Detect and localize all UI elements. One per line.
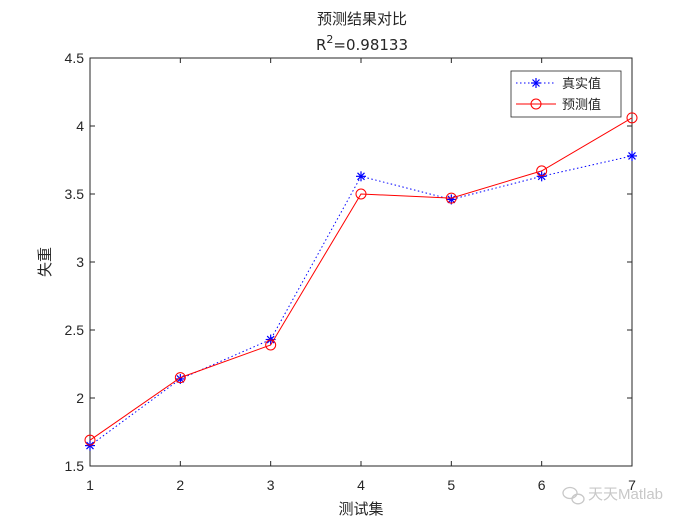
y-tick-label: 3.5 bbox=[65, 186, 85, 202]
x-tick-label: 5 bbox=[447, 477, 455, 493]
data-point bbox=[174, 372, 186, 384]
watermark: 天天Matlab bbox=[562, 486, 663, 505]
watermark-text: 天天Matlab bbox=[588, 486, 663, 503]
x-axis-label: 测试集 bbox=[338, 500, 383, 518]
chart-subtitle: R2=0.98133 bbox=[316, 33, 408, 54]
y-tick-label: 2 bbox=[76, 390, 84, 406]
series-line-2 bbox=[89, 117, 633, 441]
data-point bbox=[355, 188, 367, 200]
y-tick-label: 3 bbox=[76, 254, 84, 270]
y-axis: 1.5 2 2.5 3 3.5 4 4.5 bbox=[65, 50, 632, 474]
legend-label: 真实值 bbox=[562, 76, 601, 92]
x-tick-label: 3 bbox=[267, 477, 275, 493]
legend-marker bbox=[531, 78, 541, 88]
data-point bbox=[627, 150, 637, 161]
x-tick-label: 6 bbox=[538, 477, 546, 493]
x-tick-label: 4 bbox=[357, 477, 365, 493]
legend-marker bbox=[530, 98, 542, 110]
data-point bbox=[536, 165, 548, 177]
y-tick-label: 4.5 bbox=[65, 50, 85, 66]
data-point bbox=[445, 192, 457, 204]
y-tick-label: 1.5 bbox=[65, 458, 85, 474]
x-tick-label: 7 bbox=[628, 477, 636, 493]
y-tick-label: 2.5 bbox=[65, 322, 85, 338]
plot-area bbox=[89, 57, 633, 467]
x-tick-label: 1 bbox=[86, 477, 94, 493]
chart-title: 预测结果对比 bbox=[317, 10, 407, 28]
y-tick-label: 4 bbox=[76, 118, 84, 134]
legend-box bbox=[510, 70, 622, 118]
x-tick-label: 2 bbox=[176, 477, 184, 493]
series-layer bbox=[84, 112, 638, 451]
data-point bbox=[626, 112, 638, 124]
y-axis-label: 失重 bbox=[36, 247, 54, 277]
wechat-icon bbox=[562, 486, 585, 505]
data-point bbox=[265, 339, 277, 351]
x-axis: 1 2 3 4 5 6 7 bbox=[86, 58, 636, 493]
data-point bbox=[84, 434, 96, 446]
subtitle-superscript: 2 bbox=[326, 33, 333, 46]
legend-label: 预测值 bbox=[562, 97, 601, 113]
data-point bbox=[356, 171, 366, 182]
